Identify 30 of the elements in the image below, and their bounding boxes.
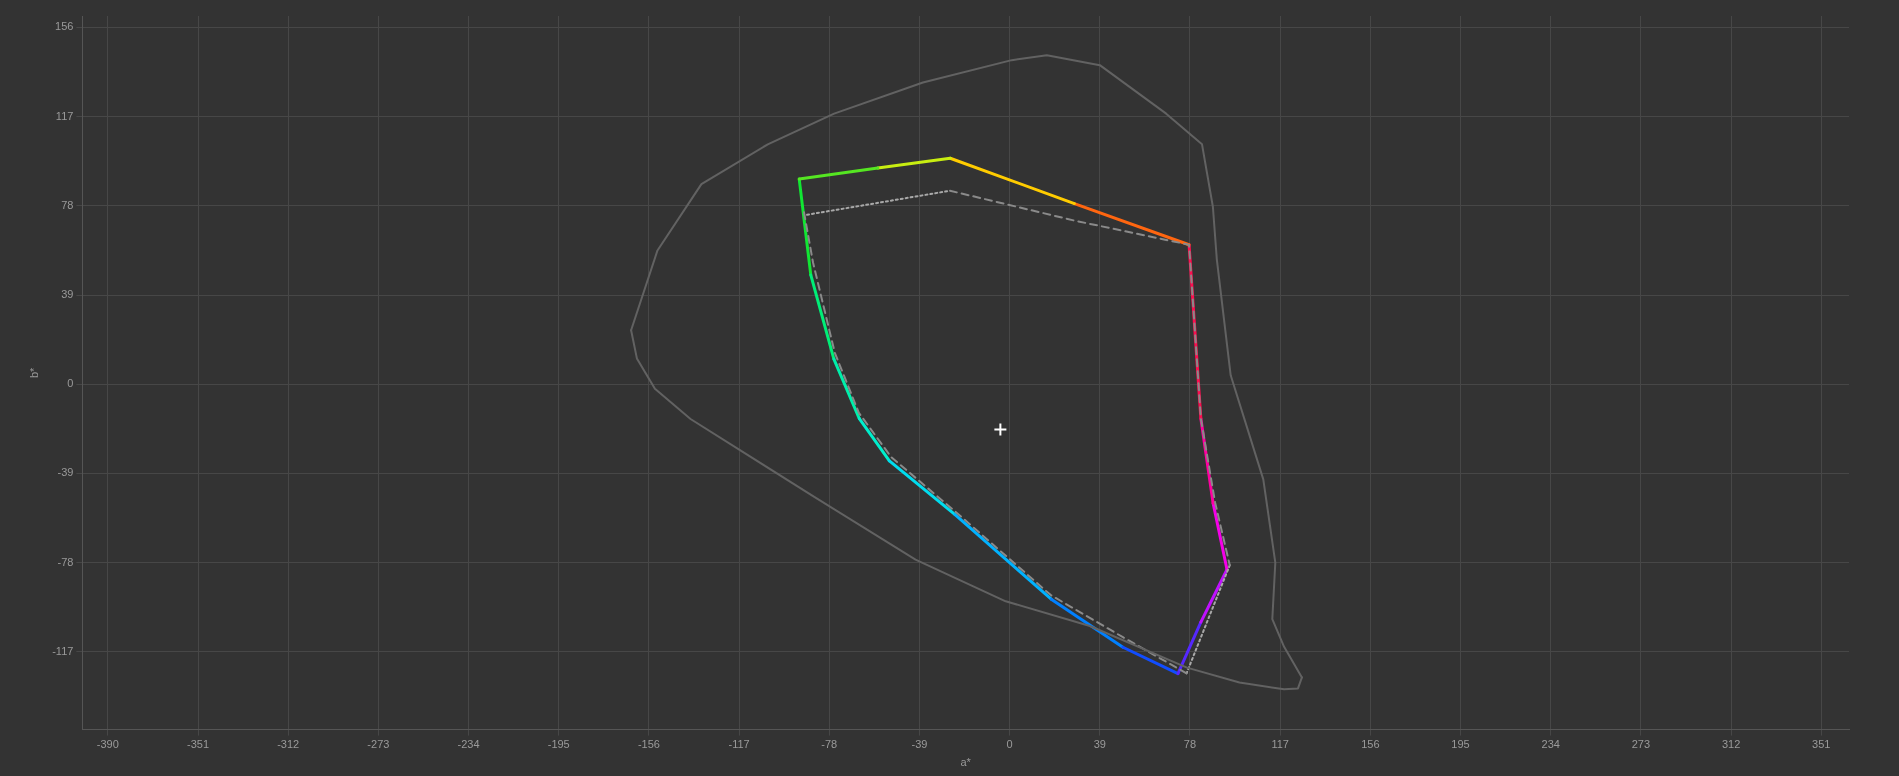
y-tick-label: -117 [52, 644, 74, 657]
x-tick-label: 78 [1183, 738, 1197, 751]
y-tick-label: 117 [55, 109, 74, 122]
y-tick-label: 0 [67, 377, 74, 390]
x-tick-label: -195 [547, 738, 570, 751]
y-tick-label: -78 [57, 555, 74, 568]
x-tick-label: 0 [1006, 738, 1013, 751]
x-tick-label: 312 [1721, 738, 1741, 751]
x-tick-label: -156 [637, 738, 660, 751]
x-tick-label: -273 [367, 738, 390, 751]
x-tick-label: -234 [457, 738, 480, 751]
x-tick-label: -351 [187, 738, 210, 751]
x-tick-label: 273 [1631, 738, 1651, 751]
x-tick-label: -78 [821, 738, 838, 751]
x-tick-label: 117 [1271, 738, 1289, 751]
y-tick-label: 78 [61, 198, 74, 211]
x-tick-label: 156 [1361, 738, 1380, 751]
x-tick-label: 234 [1541, 738, 1560, 751]
y-axis-title: b* [27, 366, 40, 378]
x-tick-label: -312 [277, 738, 300, 751]
x-tick-label: 351 [1812, 738, 1831, 751]
x-tick-label: -390 [96, 738, 119, 751]
y-tick-label: -39 [57, 466, 74, 479]
y-tick-label: 39 [61, 288, 74, 301]
x-tick-label: 195 [1451, 738, 1470, 751]
y-tick-label: 156 [55, 20, 74, 33]
x-tick-label: -39 [911, 738, 928, 751]
x-tick-label: -117 [728, 738, 750, 751]
x-axis-title: a* [960, 756, 972, 769]
x-tick-label: 39 [1093, 738, 1106, 751]
